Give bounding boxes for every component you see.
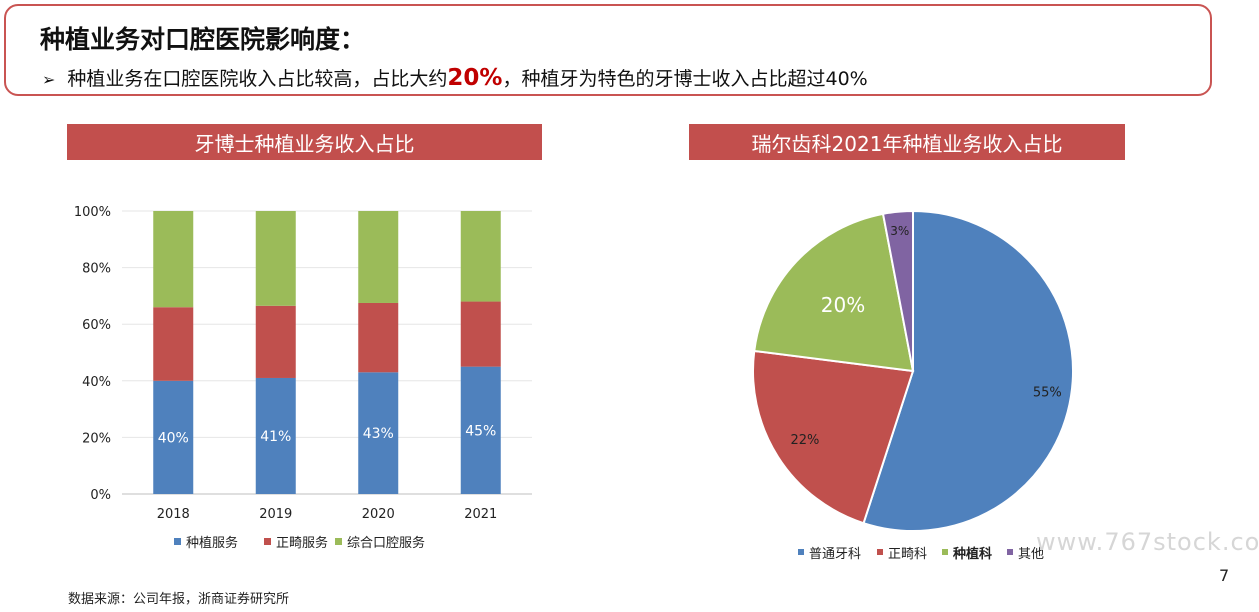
data-source-note: 数据来源：公司年报，浙商证券研究所 bbox=[68, 592, 290, 607]
bar-segment bbox=[358, 302, 399, 373]
legend-label: 种植科 bbox=[952, 546, 992, 562]
legend-label: 其他 bbox=[1018, 547, 1044, 562]
bar-segment bbox=[460, 366, 501, 494]
slide-title: 种植业务对口腔医院影响度： bbox=[40, 25, 366, 54]
bar-segment bbox=[153, 211, 194, 308]
bar-segment bbox=[255, 305, 296, 378]
pie-data-label: 20% bbox=[821, 293, 865, 317]
x-tick-label: 2020 bbox=[362, 507, 395, 522]
legend-swatch bbox=[335, 538, 342, 545]
bullet-point: ➢ 种植业务在口腔医院收入占比较高，占比大约20%，种植牙为特色的牙博士收入占比超… bbox=[42, 64, 868, 91]
y-tick-label: 20% bbox=[82, 431, 111, 446]
bar-chart-title: 牙博士种植业务收入占比 bbox=[67, 124, 542, 160]
bar-segment bbox=[153, 380, 194, 494]
bar-segment bbox=[255, 211, 296, 306]
headline-box: 种植业务对口腔医院影响度： ➢ 种植业务在口腔医院收入占比较高，占比大约20%，种… bbox=[4, 4, 1212, 96]
legend-label: 普通牙科 bbox=[809, 547, 861, 562]
pie-data-label: 3% bbox=[890, 224, 909, 238]
bar-data-label: 40% bbox=[158, 430, 189, 446]
legend-label: 种植服务 bbox=[186, 535, 238, 551]
legend-swatch bbox=[942, 549, 948, 555]
y-tick-label: 60% bbox=[82, 318, 111, 333]
pie-chart-title: 瑞尔齿科2021年种植业务收入占比 bbox=[689, 124, 1125, 160]
bullet-highlight: 20% bbox=[447, 65, 503, 91]
bar-segment bbox=[358, 211, 399, 303]
bullet-text-after: ，种植牙为特色的牙博士收入占比超过40% bbox=[502, 68, 868, 90]
pie-data-label: 55% bbox=[1033, 386, 1062, 401]
pie-slice bbox=[862, 209, 1074, 532]
legend-swatch bbox=[798, 549, 804, 555]
legend-label: 正畸服务 bbox=[276, 535, 328, 551]
arrow-bullet-icon: ➢ bbox=[42, 70, 56, 89]
pie-slice bbox=[752, 349, 915, 525]
bar-segment bbox=[255, 377, 296, 494]
bar-segment bbox=[153, 307, 194, 381]
y-tick-label: 0% bbox=[90, 488, 111, 503]
legend-swatch bbox=[877, 549, 883, 555]
page-number: 7 bbox=[1219, 566, 1230, 585]
watermark: www.767stock.com bbox=[1036, 528, 1259, 556]
pie-slice bbox=[753, 212, 915, 373]
bar-segment bbox=[460, 301, 501, 367]
pie-data-label: 22% bbox=[790, 433, 819, 448]
bar-data-label: 45% bbox=[465, 423, 496, 439]
bar-segment bbox=[460, 211, 501, 302]
bullet-text-before: 种植业务在口腔医院收入占比较高，占比大约 bbox=[67, 68, 448, 90]
y-tick-label: 100% bbox=[74, 205, 111, 220]
y-tick-label: 40% bbox=[82, 375, 111, 390]
y-tick-label: 80% bbox=[82, 262, 111, 277]
x-tick-label: 2021 bbox=[464, 507, 497, 522]
legend-swatch bbox=[1007, 549, 1013, 555]
x-tick-label: 2018 bbox=[157, 507, 190, 522]
bar-data-label: 41% bbox=[260, 429, 291, 445]
legend-label: 综合口腔服务 bbox=[347, 535, 425, 551]
legend-swatch bbox=[264, 538, 271, 545]
legend-label: 正畸科 bbox=[888, 547, 927, 562]
bar-data-label: 43% bbox=[363, 426, 394, 442]
x-tick-label: 2019 bbox=[259, 507, 292, 522]
bar-segment bbox=[358, 372, 399, 494]
legend-swatch bbox=[174, 538, 181, 545]
pie-slice bbox=[881, 209, 914, 372]
